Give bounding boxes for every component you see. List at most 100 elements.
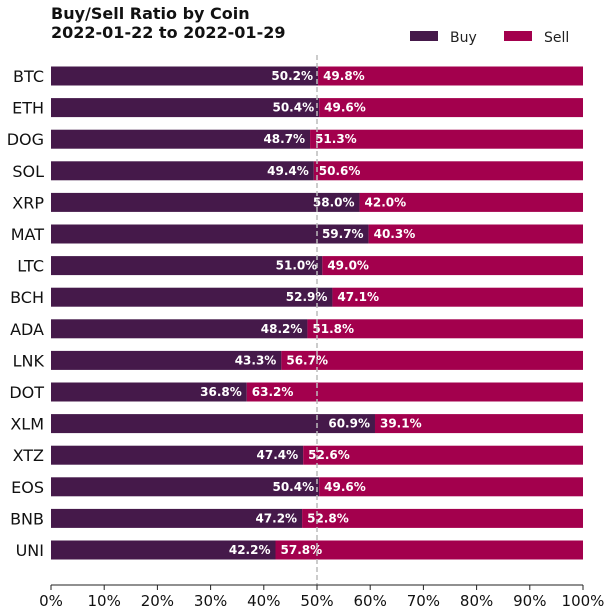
category-label: XTZ — [13, 446, 44, 465]
data-label-buy: 50.2% — [271, 69, 313, 83]
category-label: BTC — [13, 67, 44, 86]
data-label-buy: 51.0% — [276, 259, 318, 273]
data-label-sell: 63.2% — [252, 385, 294, 399]
bar-buy-btc — [51, 66, 319, 86]
x-tick-label: 60% — [354, 592, 387, 610]
category-label: MAT — [11, 225, 45, 244]
data-label-buy: 48.7% — [263, 132, 305, 146]
bar-buy-xlm — [51, 414, 375, 434]
bar-sell-btc — [318, 66, 583, 86]
data-label-sell: 49.6% — [324, 480, 366, 494]
data-label-sell: 42.0% — [365, 195, 407, 209]
data-label-buy: 47.4% — [257, 448, 299, 462]
data-label-buy: 49.4% — [267, 164, 309, 178]
data-label-buy: 36.8% — [200, 385, 242, 399]
bar-buy-uni — [51, 540, 276, 560]
legend: Buy Sell — [410, 30, 569, 46]
category-label: LTC — [17, 257, 44, 276]
category-label: ADA — [10, 320, 44, 339]
bar-buy-xrp — [51, 192, 360, 212]
category-label: XLM — [10, 415, 44, 434]
data-label-sell: 57.8% — [281, 543, 323, 557]
bar-buy-xtz — [51, 445, 304, 465]
chart-title: Buy/Sell Ratio by Coin — [51, 4, 250, 23]
plot-area: BTC 50.2% 49.8% ETH 50.4% 49.6% DOG 48.7% 51.3% S… — [7, 55, 605, 610]
x-tick-label: 70% — [407, 592, 440, 610]
data-label-buy: 52.9% — [286, 290, 328, 304]
bar-buy-dog — [51, 129, 311, 149]
data-label-sell: 51.8% — [312, 322, 354, 336]
bar-sell-xlm — [374, 414, 583, 434]
legend-swatch-buy — [410, 31, 438, 41]
bar-buy-bnb — [51, 508, 303, 528]
category-label: EOS — [11, 478, 44, 497]
bar-sell-ltc — [322, 256, 583, 276]
data-label-buy: 47.2% — [255, 511, 297, 525]
bar-sell-lnk — [281, 350, 583, 370]
category-label: BNB — [10, 509, 44, 528]
bar-buy-sol — [51, 161, 314, 181]
bar-sell-dog — [310, 129, 583, 149]
category-label: BCH — [10, 288, 44, 307]
data-label-sell: 52.6% — [308, 448, 350, 462]
x-tick-label: 50% — [300, 592, 333, 610]
category-label: SOL — [12, 162, 44, 181]
bar-buy-dot — [51, 382, 247, 402]
bar-sell-ada — [307, 319, 583, 339]
legend-label-buy: Buy — [450, 30, 477, 46]
category-label: XRP — [12, 193, 44, 212]
bar-buy-eth — [51, 98, 320, 118]
data-label-sell: 47.1% — [337, 290, 379, 304]
data-label-sell: 49.8% — [323, 69, 365, 83]
data-label-buy: 60.9% — [328, 417, 370, 431]
legend-swatch-sell — [504, 31, 532, 41]
data-label-sell: 40.3% — [374, 227, 416, 241]
bar-sell-eos — [319, 477, 583, 497]
data-label-sell: 51.3% — [315, 132, 357, 146]
category-label: ETH — [12, 99, 44, 118]
data-label-buy: 58.0% — [313, 195, 355, 209]
category-label: DOT — [9, 383, 44, 402]
bar-sell-mat — [368, 224, 583, 244]
bar-sell-sol — [313, 161, 583, 181]
category-label: UNI — [16, 541, 44, 560]
data-label-sell: 56.7% — [286, 353, 328, 367]
x-tick-label: 0% — [39, 592, 63, 610]
bar-sell-dot — [246, 382, 583, 402]
data-label-sell: 52.8% — [307, 511, 349, 525]
data-label-sell: 49.0% — [327, 259, 369, 273]
x-tick-label: 10% — [88, 592, 121, 610]
chart-subtitle: 2022-01-22 to 2022-01-29 — [51, 23, 285, 42]
bar-sell-bnb — [302, 508, 583, 528]
bar-buy-eos — [51, 477, 320, 497]
bar-sell-uni — [275, 540, 583, 560]
bar-sell-bch — [332, 287, 583, 307]
bar-buy-bch — [51, 287, 333, 307]
x-tick-label: 30% — [194, 592, 227, 610]
bar-buy-ltc — [51, 256, 323, 276]
bar-buy-lnk — [51, 350, 282, 370]
bar-buy-ada — [51, 319, 308, 339]
data-label-buy: 50.4% — [272, 101, 314, 115]
data-label-sell: 49.6% — [324, 101, 366, 115]
x-tick-label: 100% — [562, 592, 605, 610]
x-tick-label: 80% — [460, 592, 493, 610]
x-tick-label: 40% — [247, 592, 280, 610]
bar-buy-mat — [51, 224, 369, 244]
bar-sell-xrp — [359, 192, 583, 212]
data-label-buy: 59.7% — [322, 227, 364, 241]
category-label: LNK — [13, 351, 45, 370]
x-tick-label: 20% — [141, 592, 174, 610]
bar-sell-xtz — [303, 445, 583, 465]
category-label: DOG — [7, 130, 44, 149]
data-label-buy: 50.4% — [272, 480, 314, 494]
x-tick-label: 90% — [513, 592, 546, 610]
data-label-sell: 39.1% — [380, 417, 422, 431]
data-label-buy: 48.2% — [261, 322, 303, 336]
data-label-buy: 42.2% — [229, 543, 271, 557]
bar-sell-eth — [319, 98, 583, 118]
data-label-sell: 50.6% — [319, 164, 361, 178]
data-label-buy: 43.3% — [235, 353, 277, 367]
legend-label-sell: Sell — [544, 30, 569, 46]
